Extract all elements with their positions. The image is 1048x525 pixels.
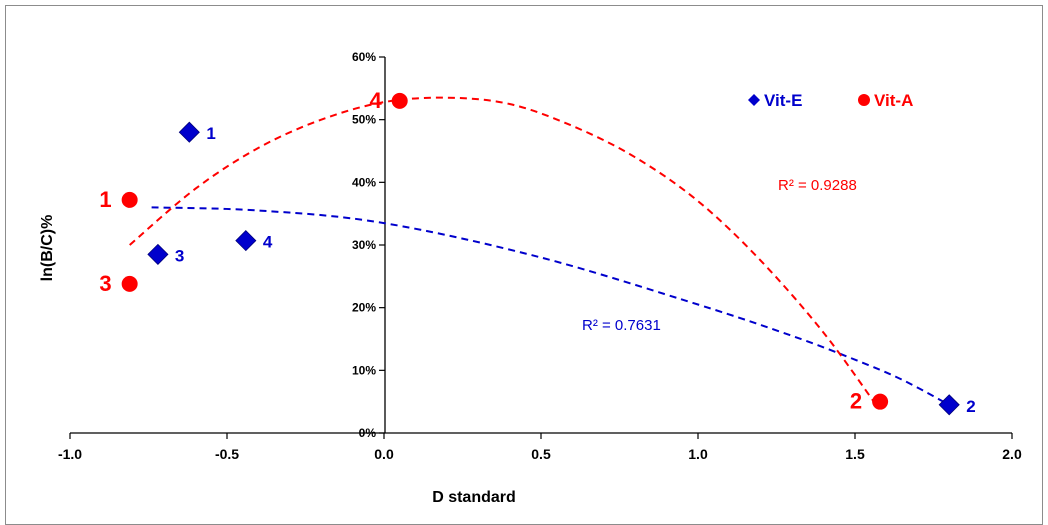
vit-e-marker-1 <box>178 121 200 143</box>
x-tick-label: -1.0 <box>58 446 82 462</box>
vit-a-trendline <box>129 96 875 403</box>
y-tick-label: 40% <box>352 175 376 189</box>
y-tick-label: 50% <box>352 113 376 127</box>
x-tick-label: 1.0 <box>688 446 708 462</box>
y-tick-label: 60% <box>352 50 376 64</box>
y-tick-label: 0% <box>359 426 377 440</box>
vit-a-point-label: 4 <box>369 88 382 113</box>
vit-a-legend-marker <box>858 94 870 106</box>
vit-e-legend-label: Vit-E <box>764 91 802 110</box>
chart-frame <box>5 5 1043 525</box>
vit-e-marker-4 <box>235 230 257 252</box>
vit-e-trendline <box>151 206 950 406</box>
y-tick-label: 20% <box>352 301 376 315</box>
vit-e-marker-2 <box>938 394 960 416</box>
vit-a-point-label: 1 <box>99 187 111 212</box>
vit-a-marker-3 <box>121 275 138 292</box>
x-tick-label: 2.0 <box>1002 446 1022 462</box>
vit-e-r2-label: R² = 0.7631 <box>582 317 661 334</box>
y-tick-label: 30% <box>352 238 376 252</box>
vit-a-point-label: 3 <box>99 271 111 296</box>
x-axis-title: D standard <box>432 489 516 506</box>
x-tick-label: -0.5 <box>215 446 239 462</box>
x-tick-label: 0.5 <box>531 446 551 462</box>
vit-e-point-label: 1 <box>206 124 215 143</box>
vit-a-point-label: 2 <box>850 389 862 414</box>
y-tick-label: 10% <box>352 363 376 377</box>
vit-a-r2-label: R² = 0.9288 <box>778 177 857 194</box>
vit-e-point-label: 2 <box>966 397 975 416</box>
vit-a-marker-1 <box>121 191 138 208</box>
vit-a-marker-2 <box>872 393 889 410</box>
y-axis-title: ln(B/C)% <box>39 215 56 282</box>
vit-a-legend-label: Vit-A <box>874 91 913 110</box>
x-tick-label: 0.0 <box>374 446 394 462</box>
x-tick-label: 1.5 <box>845 446 865 462</box>
vit-a-marker-4 <box>391 92 408 109</box>
vit-e-point-label: 4 <box>263 233 273 252</box>
vit-e-point-label: 3 <box>175 246 184 265</box>
vit-e-marker-3 <box>147 243 169 265</box>
vit-e-legend-marker <box>748 94 760 106</box>
